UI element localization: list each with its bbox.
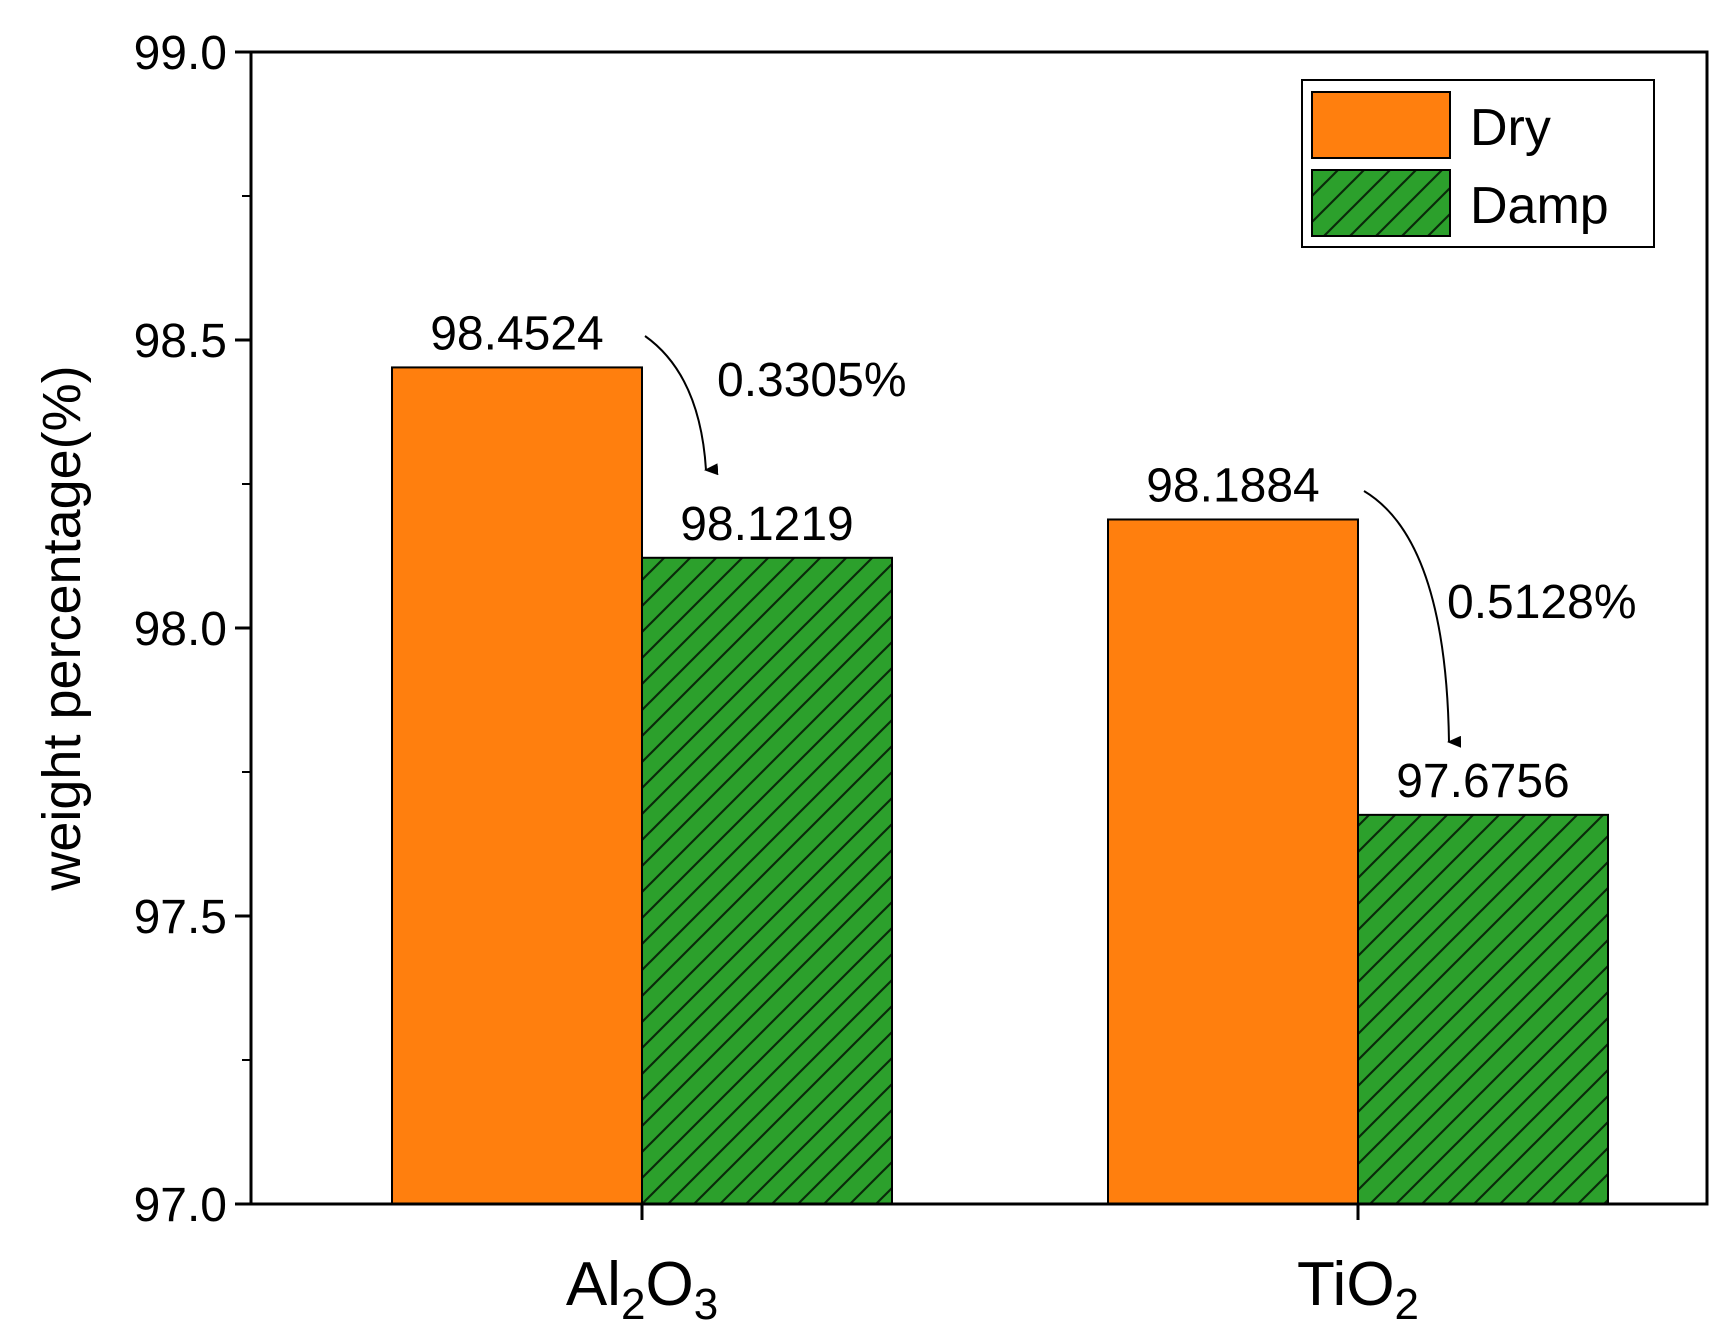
y-axis-title: weight percentage(%) — [32, 365, 92, 891]
legend-label-dry: Dry — [1470, 99, 1551, 157]
y-tick-label-2: 98.0 — [134, 603, 227, 656]
data-label-damp-1: 97.6756 — [1396, 755, 1570, 808]
annotation-drop-al2o3: 0.3305% — [717, 354, 907, 407]
bar-dry-1 — [1107, 518, 1359, 1205]
legend-swatch-dry — [1311, 91, 1451, 159]
bar-dry-0 — [391, 366, 643, 1205]
annotation-drop-tio2: 0.5128% — [1447, 576, 1637, 629]
annotation-arrow-al2o3 — [644, 335, 719, 476]
legend-swatch-damp — [1311, 169, 1451, 237]
data-labels: 98.4524 98.1884 98.1219 97.6756 — [430, 307, 1570, 807]
y-tick-label-1: 97.5 — [134, 891, 227, 944]
annotation-arrow-tio2 — [1363, 490, 1462, 748]
category-label-tio2: TiO2 — [1297, 1250, 1419, 1329]
y-tick-label-3: 98.5 — [134, 315, 227, 368]
category-label-al2o3: Al2O3 — [566, 1250, 718, 1329]
y-tick-label-0: 97.0 — [134, 1179, 227, 1232]
bar-damp-1 — [1357, 813, 1609, 1205]
bar-damp-0 — [641, 556, 893, 1205]
data-label-dry-1: 98.1884 — [1146, 459, 1320, 512]
y-axis: 97.0 97.5 98.0 98.5 99.0 — [134, 27, 1360, 1232]
data-label-damp-0: 98.1219 — [680, 498, 854, 551]
y-tick-label-4: 99.0 — [134, 27, 227, 80]
legend-label-damp: Damp — [1470, 177, 1609, 235]
bars-layer — [391, 366, 1609, 1205]
legend: Dry Damp — [1301, 79, 1655, 248]
data-label-dry-0: 98.4524 — [430, 307, 604, 360]
